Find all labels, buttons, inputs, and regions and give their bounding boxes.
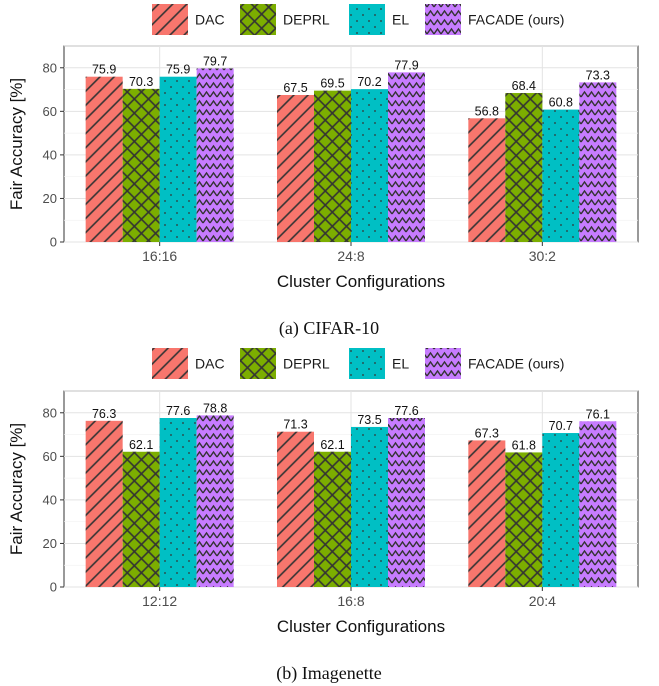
bar-pattern: [468, 118, 505, 242]
bar-pattern: [468, 440, 505, 587]
data-label: 61.8: [512, 438, 536, 452]
y-tick-label: 60: [43, 104, 57, 119]
x-axis-title: Cluster Configurations: [277, 617, 445, 636]
data-label: 71.3: [283, 418, 307, 432]
legend-swatch-pattern: [349, 348, 385, 379]
data-label: 79.7: [203, 54, 227, 68]
bar-pattern: [351, 427, 388, 587]
data-label: 60.8: [549, 96, 573, 110]
bar-pattern: [351, 89, 388, 242]
x-axis-title: Cluster Configurations: [277, 272, 445, 291]
y-tick-label: 0: [50, 235, 57, 250]
y-tick-label: 20: [43, 536, 57, 551]
legend-item: EL: [349, 348, 409, 379]
chart-panel-1: DAC DEPRL EL FACADE (ours) 75.9 70.3 75.9 79.7 6…: [7, 4, 638, 339]
data-label: 75.9: [166, 63, 190, 77]
legend-item: DAC: [152, 4, 225, 35]
bar-pattern: [388, 72, 425, 242]
y-axis-title: Fair Accuracy [%]: [7, 78, 26, 210]
data-label: 78.8: [203, 401, 227, 415]
bar-pattern: [123, 452, 160, 587]
x-tick-label: 20:4: [529, 593, 556, 609]
data-label: 67.3: [475, 426, 499, 440]
legend-swatch-pattern: [240, 348, 276, 379]
data-label: 76.1: [586, 407, 610, 421]
data-label: 69.5: [320, 77, 344, 91]
x-tick-label: 16:16: [142, 248, 177, 264]
bar-pattern: [160, 77, 197, 242]
data-label: 77.6: [166, 404, 190, 418]
bar-pattern: [542, 433, 579, 587]
data-label: 70.3: [129, 75, 153, 89]
legend-label: DAC: [195, 12, 225, 28]
x-tick-label: 24:8: [337, 248, 364, 264]
legend-swatch-pattern: [152, 4, 188, 35]
legend-item: DEPRL: [240, 348, 330, 379]
data-label: 77.9: [394, 58, 418, 72]
bar-pattern: [197, 415, 234, 587]
bar-pattern: [579, 82, 616, 242]
data-label: 73.3: [586, 68, 610, 82]
x-tick-label: 12:12: [142, 593, 177, 609]
bar-pattern: [277, 432, 314, 587]
data-label: 70.2: [357, 75, 381, 89]
figure-caption: (b) Imagenette: [276, 663, 381, 684]
data-label: 76.3: [92, 407, 116, 421]
y-tick-label: 40: [43, 147, 57, 162]
legend-swatch-pattern: [152, 348, 188, 379]
bar-pattern: [277, 95, 314, 242]
figure-caption: (a) CIFAR-10: [279, 318, 379, 339]
y-tick-label: 60: [43, 449, 57, 464]
bar-pattern: [86, 421, 123, 587]
legend-item: DEPRL: [240, 4, 330, 35]
bar-pattern: [197, 68, 234, 242]
bar-pattern: [542, 110, 579, 242]
legend-label: FACADE (ours): [468, 12, 564, 28]
y-tick-label: 20: [43, 191, 57, 206]
data-label: 67.5: [283, 81, 307, 95]
data-label: 62.1: [129, 438, 153, 452]
legend-label: EL: [392, 356, 409, 372]
bar-pattern: [86, 77, 123, 242]
legend-label: DEPRL: [283, 12, 330, 28]
legend: DAC DEPRL EL FACADE (ours): [152, 4, 564, 35]
legend-label: DEPRL: [283, 356, 330, 372]
y-tick-label: 40: [43, 492, 57, 507]
bar-pattern: [388, 418, 425, 587]
data-label: 70.7: [549, 419, 573, 433]
bar-pattern: [505, 93, 542, 242]
legend-swatch-pattern: [425, 348, 461, 379]
bar-pattern: [123, 89, 160, 242]
data-label: 62.1: [320, 438, 344, 452]
x-tick-label: 16:8: [337, 593, 364, 609]
bar-pattern: [579, 421, 616, 587]
bar-pattern: [505, 452, 542, 587]
bar-pattern: [314, 91, 351, 242]
y-tick-label: 80: [43, 405, 57, 420]
legend: DAC DEPRL EL FACADE (ours): [152, 348, 564, 379]
y-tick-label: 80: [43, 60, 57, 75]
legend-swatch-pattern: [349, 4, 385, 35]
data-label: 56.8: [475, 104, 499, 118]
y-tick-label: 0: [50, 580, 57, 595]
legend-item: FACADE (ours): [425, 4, 564, 35]
legend-label: FACADE (ours): [468, 356, 564, 372]
legend-item: EL: [349, 4, 409, 35]
x-tick-label: 30:2: [529, 248, 556, 264]
data-label: 77.6: [394, 404, 418, 418]
bar-pattern: [160, 418, 197, 587]
legend-label: DAC: [195, 356, 225, 372]
y-axis-title: Fair Accuracy [%]: [7, 423, 26, 555]
data-label: 68.4: [512, 79, 536, 93]
data-label: 73.5: [357, 413, 381, 427]
legend-item: DAC: [152, 348, 225, 379]
legend-swatch-pattern: [425, 4, 461, 35]
legend-label: EL: [392, 12, 409, 28]
chart-panel-2: DAC DEPRL EL FACADE (ours) 76.3 62.1 77.6 78.8 7…: [7, 348, 638, 684]
bar-pattern: [314, 452, 351, 587]
legend-swatch-pattern: [240, 4, 276, 35]
legend-item: FACADE (ours): [425, 348, 564, 379]
data-label: 75.9: [92, 63, 116, 77]
